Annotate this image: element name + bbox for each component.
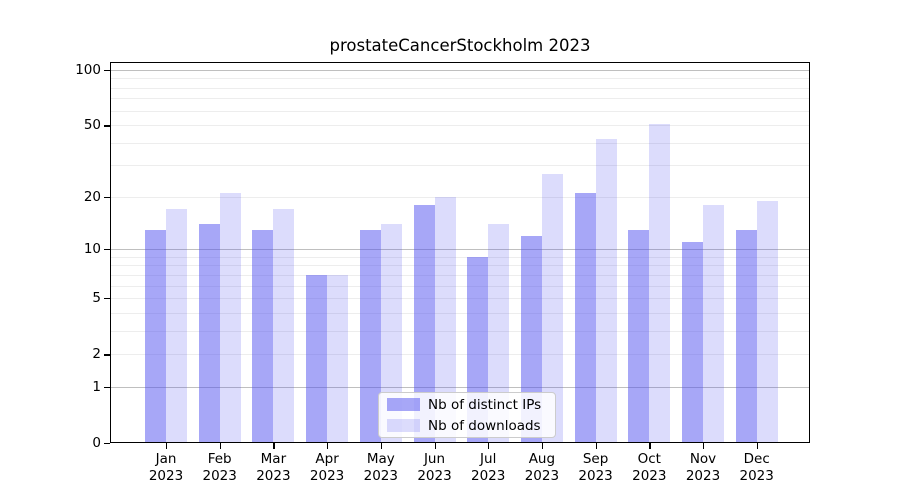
y-tick-0 [104, 443, 110, 445]
gridline-minor-4 [111, 312, 809, 314]
x-tick-label-may-2023: May 2023 [363, 451, 398, 484]
x-tick-nov [703, 443, 705, 449]
gridline-minor-3 [111, 330, 809, 332]
bar-nb-of-downloads-apr [327, 274, 349, 443]
y-tick-10 [104, 249, 110, 251]
gridline-minor-8 [111, 265, 809, 267]
x-tick-label-aug-2023: Aug 2023 [524, 451, 560, 484]
y-tick-label-100: 100 [75, 61, 101, 78]
bar-nb-of-downloads-oct [649, 123, 671, 443]
gridline-minor-5 [111, 298, 809, 300]
legend-label-downloads: Nb of downloads [428, 417, 541, 434]
x-tick-dec [756, 443, 758, 449]
gridline-minor-30 [111, 165, 809, 167]
x-tick-jul [488, 443, 490, 449]
x-tick-label-apr-2023: Apr 2023 [309, 451, 345, 484]
y-tick-label-2: 2 [92, 346, 101, 363]
bar-nb-of-downloads-dec [756, 200, 778, 443]
bar-nb-of-distinct-ips-mar [252, 229, 274, 443]
bar-nb-of-distinct-ips-apr [306, 274, 328, 443]
bar-nb-of-downloads-feb [219, 193, 241, 443]
x-tick-apr [327, 443, 329, 449]
x-tick-label-jun-2023: Jun 2023 [417, 451, 452, 484]
x-tick-label-jul-2023: Jul 2023 [471, 451, 506, 484]
bar-nb-of-downloads-mar [273, 209, 295, 443]
x-tick-label-mar-2023: Mar 2023 [256, 451, 291, 484]
bar-nb-of-downloads-may [380, 224, 402, 443]
legend-swatch-distinct-ips [387, 398, 420, 411]
y-tick-label-5: 5 [92, 290, 101, 307]
bar-nb-of-distinct-ips-feb [198, 224, 220, 443]
x-tick-aug [541, 443, 544, 449]
bar-nb-of-distinct-ips-may [359, 229, 381, 443]
y-tick-1 [104, 386, 110, 389]
legend: Nb of distinct IPs Nb of downloads [378, 392, 556, 438]
gridline-minor-50 [111, 125, 809, 127]
x-tick-label-nov-2023: Nov 2023 [685, 451, 721, 484]
gridline-major-1 [111, 386, 809, 388]
x-tick-label-jan-2023: Jan 2023 [148, 451, 184, 484]
gridline-minor-40 [111, 142, 809, 144]
bar-nb-of-distinct-ips-oct [628, 229, 650, 443]
bar-nb-of-distinct-ips-jun [413, 205, 435, 443]
x-tick-oct [649, 443, 651, 449]
gridline-minor-7 [111, 274, 809, 276]
legend-item-distinct-ips: Nb of distinct IPs [387, 397, 547, 413]
gridline-minor-9 [111, 256, 809, 258]
legend-item-downloads: Nb of downloads [387, 418, 547, 434]
gridline-minor-20 [111, 196, 809, 198]
y-tick-20 [104, 196, 110, 199]
chart-title: prostateCancerStockholm 2023 [329, 36, 591, 55]
y-tick-label-10: 10 [83, 241, 101, 258]
x-tick-label-feb-2023: Feb 2023 [202, 451, 237, 484]
bar-nb-of-downloads-sep [595, 139, 617, 443]
y-tick-label-20: 20 [83, 188, 101, 205]
x-tick-jan [166, 443, 168, 449]
x-tick-label-oct-2023: Oct 2023 [632, 451, 667, 484]
gridline-major-10 [111, 249, 809, 251]
y-tick-50 [104, 125, 110, 127]
legend-label-distinct-ips: Nb of distinct IPs [428, 396, 542, 413]
gridline-minor-70 [111, 98, 809, 100]
gridline-minor-90 [111, 78, 809, 80]
bar-nb-of-downloads-jan [166, 209, 187, 443]
gridline-minor-60 [111, 110, 809, 112]
x-tick-may [380, 443, 383, 449]
gridline-minor-2 [111, 354, 809, 356]
y-tick-100 [104, 69, 110, 72]
x-tick-label-dec-2023: Dec 2023 [739, 451, 774, 484]
y-tick-5 [104, 298, 110, 300]
y-tick-label-0: 0 [92, 435, 101, 451]
y-tick-2 [104, 354, 110, 356]
x-tick-feb [219, 443, 221, 449]
bar-nb-of-distinct-ips-nov [682, 242, 703, 443]
gridline-major-100 [111, 69, 809, 71]
bar-nb-of-downloads-jun [434, 196, 456, 443]
bar-nb-of-downloads-aug [541, 173, 563, 443]
bar-nb-of-downloads-nov [703, 205, 724, 443]
x-tick-sep [595, 443, 597, 449]
x-tick-label-sep-2023: Sep 2023 [578, 451, 613, 484]
x-tick-jun [434, 443, 436, 449]
legend-swatch-downloads [387, 419, 420, 432]
bar-nb-of-distinct-ips-aug [520, 235, 542, 443]
bar-nb-of-downloads-jul [488, 224, 510, 443]
gridline-minor-80 [111, 87, 809, 89]
x-tick-mar [273, 443, 275, 449]
bar-nb-of-distinct-ips-sep [574, 193, 596, 443]
y-tick-label-1: 1 [92, 378, 101, 395]
bar-nb-of-distinct-ips-dec [735, 229, 757, 443]
bar-nb-of-distinct-ips-jan [145, 229, 166, 443]
y-tick-label-50: 50 [83, 117, 101, 134]
gridline-minor-6 [111, 285, 809, 287]
